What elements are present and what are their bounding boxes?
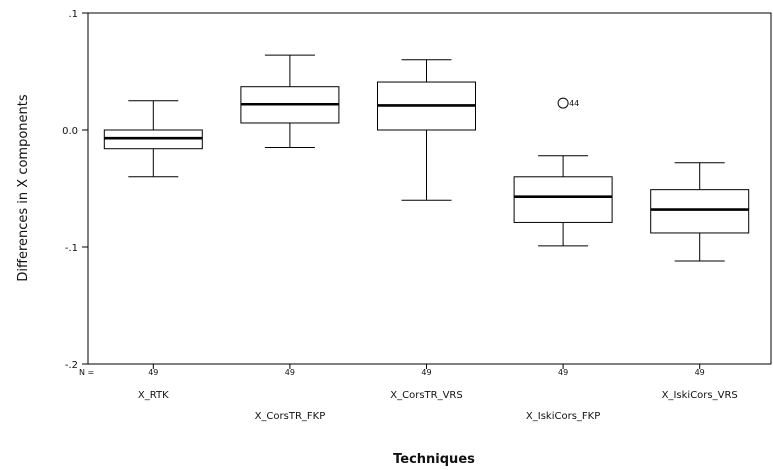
n-count-label: 49 xyxy=(148,368,158,377)
outlier-label: 44 xyxy=(569,99,579,108)
n-label: N = xyxy=(79,368,94,377)
y-tick-label: .1 xyxy=(68,9,78,20)
category-label: X_CorsTR_FKP xyxy=(255,411,326,422)
box-x-rtk xyxy=(103,100,203,178)
category-label: X_IskiCors_VRS xyxy=(662,390,738,401)
n-count-label: 49 xyxy=(285,368,295,377)
plot-area xyxy=(87,12,772,365)
iqr-box xyxy=(650,189,750,234)
plot-frame xyxy=(87,12,772,365)
x-axis-title: Techniques xyxy=(393,452,475,467)
box-x-iskicors-fkp: 44 xyxy=(513,97,613,247)
y-axis-title: Differences in X components xyxy=(16,94,31,281)
y-tick-label: -.2 xyxy=(65,360,78,371)
outlier-point xyxy=(557,97,569,109)
y-axis: .1 0.0 -.1 -.2 xyxy=(62,9,88,371)
n-count-label: 49 xyxy=(421,368,431,377)
n-count-label: 49 xyxy=(695,368,705,377)
x-axis: N = 49 X_RTK 49 X_CorsTR_FKP 49 X_CorsTR_VRS 49… xyxy=(79,364,738,422)
box-x-corstr-vrs xyxy=(377,59,476,201)
boxes-group: 44 xyxy=(103,54,750,262)
y-tick-label: -.1 xyxy=(65,243,78,254)
box-x-iskicors-vrs xyxy=(650,162,750,262)
n-count-label: 49 xyxy=(558,368,568,377)
box-x-corstr-fkp xyxy=(240,54,340,149)
category-label: X_CorsTR_VRS xyxy=(390,390,462,401)
category-label: X_RTK xyxy=(138,390,169,401)
iqr-box xyxy=(513,176,613,223)
y-tick-label: 0.0 xyxy=(62,126,78,137)
category-label: X_IskiCors_FKP xyxy=(526,411,600,422)
